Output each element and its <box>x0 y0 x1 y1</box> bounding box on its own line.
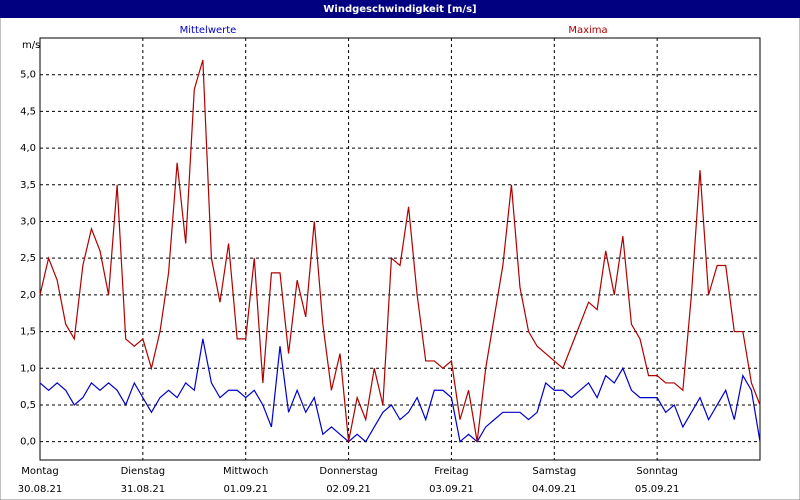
x-tick-date: 01.09.21 <box>223 484 268 495</box>
x-tick-label: Mittwoch <box>223 466 268 477</box>
x-tick-date: 04.09.21 <box>532 484 577 495</box>
x-tick-label: Samstag <box>532 466 576 477</box>
y-tick-label: 4,5 <box>20 106 36 117</box>
legend-label: Maxima <box>568 25 607 36</box>
y-tick-label: 3,0 <box>20 216 36 227</box>
y-tick-label: 1,5 <box>20 327 36 338</box>
title-bar <box>0 0 800 18</box>
x-tick-label: Dienstag <box>121 466 166 477</box>
y-tick-label: 3,5 <box>20 180 36 191</box>
y-tick-label: 1,0 <box>20 363 36 374</box>
y-tick-label: 0,5 <box>20 400 36 411</box>
y-tick-label: 4,0 <box>20 143 36 154</box>
x-tick-date: 30.08.21 <box>18 484 63 495</box>
x-tick-date: 03.09.21 <box>429 484 474 495</box>
series-line <box>39 338 761 443</box>
chart-title: Windgeschwindigkeit [m/s] <box>323 4 476 15</box>
series-line <box>39 59 761 442</box>
x-tick-label: Montag <box>21 466 58 477</box>
y-tick-label: 2,5 <box>20 253 36 264</box>
y-tick-label: 0,0 <box>20 437 36 448</box>
x-tick-date: 05.09.21 <box>635 484 680 495</box>
y-tick-label: 2,0 <box>20 290 36 301</box>
y-axis-label: m/s <box>22 40 40 51</box>
plot-area <box>39 37 761 461</box>
y-tick-label: 5,0 <box>20 70 36 81</box>
x-tick-date: 31.08.21 <box>121 484 166 495</box>
x-tick-label: Sonntag <box>636 466 678 477</box>
legend-label: Mittelwerte <box>180 25 237 36</box>
x-tick-label: Freitag <box>434 466 468 477</box>
x-tick-date: 02.09.21 <box>326 484 371 495</box>
x-tick-label: Donnerstag <box>319 466 377 477</box>
